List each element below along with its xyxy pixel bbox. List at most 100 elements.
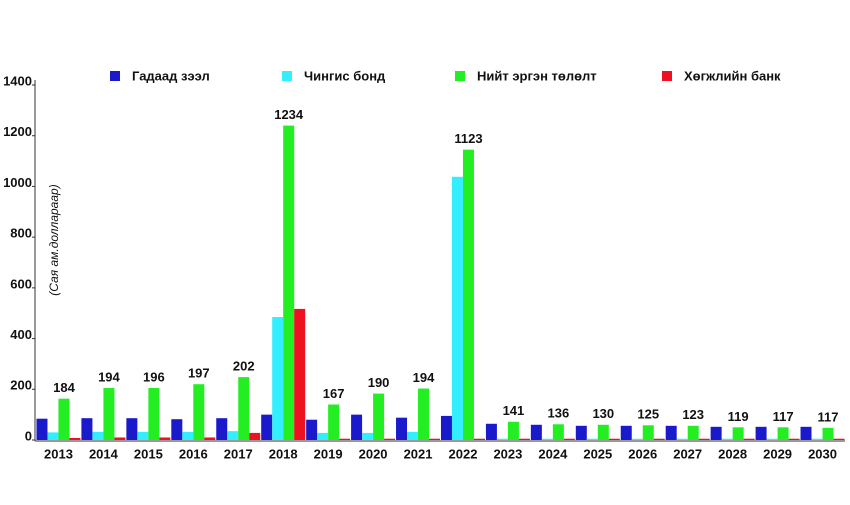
bar — [530, 424, 542, 440]
total-label: 194 — [413, 370, 435, 385]
bar — [721, 438, 733, 440]
total-label: 184 — [53, 380, 75, 395]
total-label: 196 — [143, 369, 165, 384]
y-tick-label: 400 — [10, 327, 32, 342]
total-label: 141 — [503, 403, 525, 418]
bar — [81, 418, 93, 440]
bar — [171, 419, 183, 440]
total-label: 136 — [548, 406, 570, 421]
total-label: 119 — [728, 409, 749, 424]
x-tick-label: 2030 — [808, 446, 837, 461]
legend-label: Чингис бонд — [304, 68, 386, 83]
bar — [597, 424, 609, 440]
bar — [182, 431, 194, 440]
x-tick-label: 2020 — [359, 446, 388, 461]
bar — [586, 438, 598, 440]
bar — [485, 423, 497, 440]
bar — [710, 426, 722, 440]
legend-swatch — [282, 71, 292, 81]
bar — [833, 438, 845, 440]
total-label: 197 — [188, 366, 210, 381]
bar — [653, 438, 665, 440]
bar — [507, 421, 519, 440]
bar — [732, 427, 744, 440]
bar — [396, 417, 408, 440]
x-tick-label: 2015 — [134, 446, 163, 461]
bar — [665, 425, 677, 440]
y-tick-label: 600 — [10, 276, 32, 291]
bar — [440, 415, 452, 440]
total-label: 117 — [818, 409, 839, 424]
x-tick-label: 2021 — [404, 446, 433, 461]
total-label: 190 — [368, 375, 390, 390]
bar — [822, 427, 834, 440]
bar — [114, 437, 126, 440]
bar — [608, 438, 620, 440]
legend-label: Хөгжлийн банк — [684, 68, 781, 83]
bar — [294, 308, 306, 440]
x-tick-label: 2025 — [583, 446, 612, 461]
legend-label: Нийт эргэн төлөлт — [477, 68, 597, 83]
bar — [418, 388, 430, 440]
x-tick-label: 2016 — [179, 446, 208, 461]
bar — [451, 176, 463, 441]
bar — [631, 438, 643, 440]
bar — [429, 438, 441, 440]
legend-swatch — [662, 71, 672, 81]
bar — [473, 438, 485, 440]
y-tick-label: 1000 — [3, 175, 32, 190]
bar — [328, 404, 340, 440]
x-tick-label: 2029 — [763, 446, 792, 461]
bar — [92, 431, 104, 440]
x-tick-label: 2019 — [314, 446, 343, 461]
y-tick-label: 1200 — [3, 124, 32, 139]
bar — [687, 425, 699, 440]
bar — [283, 125, 295, 441]
bar — [462, 149, 474, 441]
bar — [541, 438, 553, 440]
bar — [159, 437, 171, 440]
bar — [339, 438, 351, 440]
bar — [755, 426, 767, 440]
bar — [126, 418, 138, 440]
bar — [518, 438, 530, 440]
bar — [766, 438, 778, 440]
bar — [407, 431, 419, 440]
bar — [238, 377, 250, 440]
total-label: 125 — [637, 407, 659, 422]
bar — [148, 388, 160, 440]
legend-swatch — [455, 71, 465, 81]
x-tick-label: 2027 — [673, 446, 702, 461]
bar — [698, 438, 710, 440]
bar — [800, 426, 812, 440]
x-tick-label: 2026 — [628, 446, 657, 461]
x-tick-label: 2014 — [89, 446, 119, 461]
y-tick-label: 200 — [10, 378, 32, 393]
bar — [261, 414, 273, 440]
x-tick-label: 2013 — [44, 446, 73, 461]
bar — [216, 418, 228, 440]
legend-label: Гадаад зээл — [132, 68, 210, 83]
bar — [317, 432, 329, 440]
bar — [227, 431, 239, 440]
total-label: 117 — [773, 409, 794, 424]
bar — [69, 437, 81, 440]
bar — [777, 427, 789, 440]
y-tick-label: 1400 — [3, 73, 32, 88]
y-tick-label: 0 — [25, 428, 32, 443]
bar — [351, 414, 363, 440]
bar — [47, 432, 59, 440]
total-label: 194 — [98, 369, 120, 384]
bar — [58, 398, 70, 440]
bar — [620, 425, 632, 440]
bar — [552, 424, 564, 440]
bar — [272, 317, 284, 440]
total-label: 167 — [323, 386, 345, 401]
bar — [193, 384, 205, 440]
bar — [306, 419, 318, 440]
legend-swatch — [110, 71, 120, 81]
bar — [362, 432, 374, 440]
bar — [575, 425, 587, 440]
bar — [373, 393, 385, 440]
